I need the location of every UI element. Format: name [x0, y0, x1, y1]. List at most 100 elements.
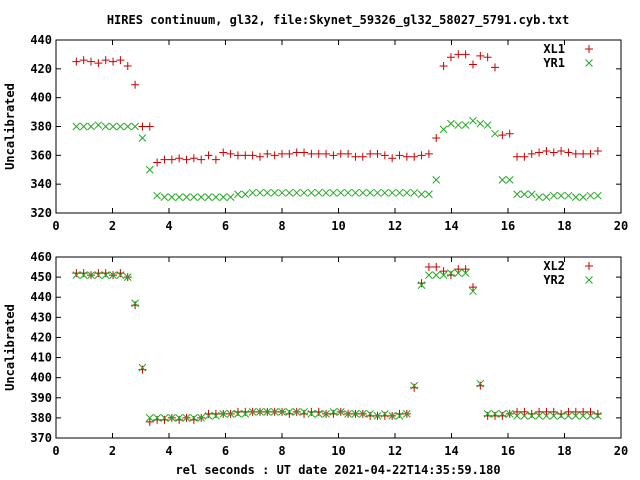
data-point — [329, 188, 338, 197]
data-point — [285, 408, 294, 416]
data-point — [505, 175, 514, 184]
data-point — [557, 191, 565, 200]
data-point — [395, 412, 404, 420]
data-point — [79, 271, 88, 279]
x-tick-label: 12 — [388, 444, 402, 458]
x-tick-label: 6 — [222, 219, 229, 233]
data-point — [212, 193, 220, 201]
data-point — [549, 407, 558, 416]
data-point — [219, 148, 228, 157]
data-point — [513, 407, 522, 416]
data-point — [123, 273, 132, 281]
data-point — [101, 56, 110, 65]
data-point — [138, 134, 147, 142]
data-point — [351, 410, 360, 418]
data-point — [366, 410, 374, 418]
data-point — [175, 193, 184, 201]
data-point — [351, 152, 360, 161]
data-point — [145, 414, 154, 422]
data-point — [94, 59, 103, 68]
data-point — [527, 149, 536, 158]
data-point — [285, 149, 294, 158]
x-tick-label: 16 — [501, 444, 515, 458]
data-point — [373, 188, 382, 197]
x-tick-label: 18 — [557, 444, 571, 458]
data-point — [270, 151, 279, 160]
data-point — [542, 193, 551, 201]
data-point — [527, 190, 536, 199]
data-point — [593, 409, 602, 418]
data-point — [131, 122, 139, 131]
data-point — [285, 188, 294, 197]
data-point — [153, 191, 161, 200]
data-point — [160, 415, 169, 424]
x-tick-label: 4 — [165, 219, 172, 233]
data-point — [461, 121, 470, 129]
data-point — [336, 188, 345, 197]
y-tick-label: 380 — [30, 120, 52, 134]
data-point — [248, 188, 257, 197]
data-point — [344, 410, 352, 418]
data-point — [380, 188, 389, 197]
data-point — [476, 379, 485, 388]
legend-marker — [585, 262, 593, 270]
data-point — [439, 267, 448, 276]
series-xl1 — [72, 50, 602, 167]
legend-marker — [585, 276, 593, 284]
data-point — [131, 80, 140, 89]
x-tick-label: 14 — [444, 444, 458, 458]
data-point — [403, 410, 411, 418]
data-point — [403, 188, 411, 197]
data-point — [579, 193, 587, 201]
data-point — [498, 410, 507, 418]
data-point — [307, 410, 316, 418]
data-point — [278, 149, 286, 158]
data-point — [263, 188, 272, 197]
data-point — [211, 409, 220, 418]
y-tick-label: 370 — [30, 431, 52, 445]
y-tick-label: 390 — [30, 391, 52, 405]
data-point — [395, 188, 404, 197]
data-point — [513, 190, 521, 199]
data-point — [322, 188, 330, 197]
x-tick-label: 0 — [52, 444, 59, 458]
data-point — [329, 151, 338, 160]
data-point — [586, 407, 595, 416]
data-point — [417, 151, 426, 160]
data-point — [300, 188, 308, 197]
data-point — [351, 188, 360, 197]
data-point — [72, 57, 81, 66]
data-point — [307, 407, 316, 416]
data-point — [468, 60, 477, 69]
data-point — [454, 265, 463, 274]
data-point — [131, 299, 139, 308]
data-point — [447, 269, 455, 277]
data-point — [79, 122, 88, 131]
data-point — [278, 188, 286, 197]
data-point — [241, 407, 250, 416]
data-point — [557, 412, 565, 420]
data-point — [145, 165, 154, 174]
y-tick-label: 450 — [30, 270, 52, 284]
data-point — [79, 269, 88, 278]
data-point — [491, 411, 500, 420]
legend-marker — [585, 45, 593, 53]
data-point — [491, 63, 500, 72]
data-point — [542, 412, 551, 420]
data-point — [564, 412, 573, 420]
series-xl2 — [72, 263, 602, 426]
data-point — [498, 175, 507, 184]
y-tick-label: 440 — [30, 290, 52, 304]
data-point — [270, 408, 279, 416]
data-point — [175, 415, 184, 424]
data-point — [593, 412, 602, 420]
data-point — [204, 151, 213, 160]
data-point — [241, 151, 250, 160]
data-point — [454, 50, 463, 59]
data-point — [402, 152, 411, 161]
data-point — [417, 281, 426, 290]
data-point — [182, 414, 191, 422]
data-point — [72, 271, 81, 279]
data-point — [446, 271, 455, 280]
